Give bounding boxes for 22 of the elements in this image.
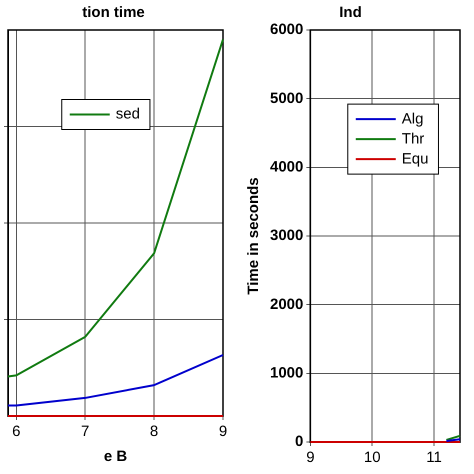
x-axis-title: e B bbox=[104, 448, 128, 466]
y-tick-label: 5000 bbox=[270, 90, 304, 107]
y-tick-label: 4000 bbox=[270, 158, 304, 176]
chart-title: Ind bbox=[339, 4, 362, 22]
y-tick-label: 6000 bbox=[270, 21, 304, 38]
y-tick-label: 1000 bbox=[270, 364, 304, 382]
x-tick-label: 11 bbox=[426, 449, 442, 466]
x-tick-label: 9 bbox=[306, 449, 315, 466]
x-tick-label: 10 bbox=[364, 449, 381, 466]
x-tick-label: 8 bbox=[150, 423, 158, 440]
x-tick-label: 6 bbox=[12, 423, 20, 440]
x-tick-label: 9 bbox=[218, 423, 228, 440]
legend-label: sed bbox=[116, 106, 140, 123]
y-tick-label: 2000 bbox=[270, 296, 304, 313]
legend-label: Equ bbox=[402, 150, 428, 168]
y-tick-label: 3000 bbox=[270, 227, 304, 244]
legend-label: Alg bbox=[402, 110, 424, 128]
y-axis-title: Time in seconds bbox=[245, 177, 262, 295]
x-tick-label: 7 bbox=[81, 423, 90, 440]
legend-label: Thr bbox=[402, 130, 424, 148]
y-tick-label: 0 bbox=[295, 433, 304, 450]
chart-title: tion time bbox=[82, 4, 145, 22]
